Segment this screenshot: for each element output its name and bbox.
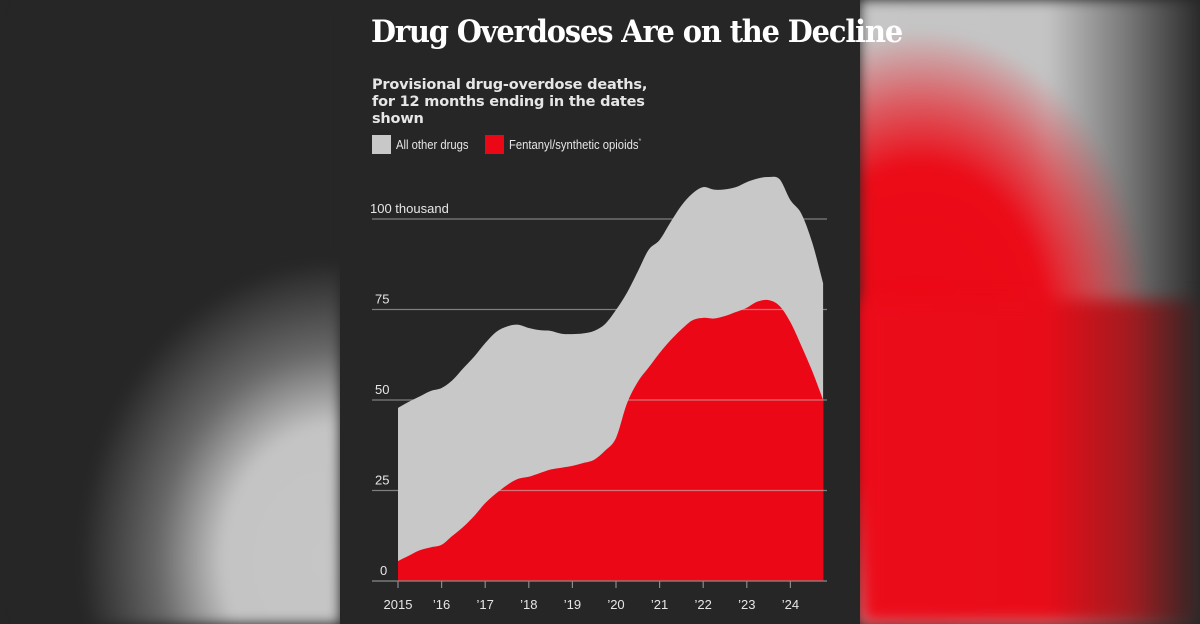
x-tick-label-2024: ’24: [782, 597, 799, 612]
area-chart: 2015 ’16 ’17 ’18 ’19 ’20 ’21 ’22 ’23 ’24 0 25 50 75 1…: [370, 176, 827, 612]
blurred-background-left: [0, 0, 340, 624]
x-axis: 2015 ’16 ’17 ’18 ’19 ’20 ’21 ’22 ’23 ’24: [384, 581, 799, 612]
blurred-background-right-lower: [860, 300, 1200, 624]
legend-label-other-drugs: All other drugs: [396, 137, 469, 152]
y-tick-label-100: 100 thousand: [370, 201, 449, 216]
x-tick-label-2019: ’19: [564, 597, 581, 612]
legend-swatch-fentanyl: [484, 135, 504, 154]
x-tick-label-2021: ’21: [651, 597, 668, 612]
x-tick-label-2020: ’20: [607, 597, 624, 612]
chart-panel: Drug Overdoses Are on the Decline Provis…: [340, 0, 903, 624]
legend-item-other-drugs: All other drugs: [372, 135, 477, 154]
legend: All other drugs Fentanyl/synthetic opioi…: [372, 135, 664, 154]
legend-swatch-other-drugs: [372, 135, 391, 154]
footnote-mark: *: [638, 136, 641, 146]
area-fentanyl-synthetic-opioids: [398, 299, 824, 581]
y-tick-label-0: 0: [380, 563, 387, 578]
legend-label-fentanyl: Fentanyl/synthetic opioids*: [509, 137, 641, 152]
legend-item-fentanyl: Fentanyl/synthetic opioids*: [484, 135, 656, 154]
chart-gridlines: [372, 218, 827, 582]
x-tick-label-2022: ’22: [695, 597, 712, 612]
y-tick-label-25: 25: [375, 473, 389, 488]
x-tick-label-2018: ’18: [520, 597, 537, 612]
y-tick-label-75: 75: [375, 292, 389, 307]
chart-subtitle: Provisional drug-overdose deaths, for 12…: [372, 77, 648, 127]
y-axis-labels: 0 25 50 75 100 thousand: [370, 201, 449, 578]
chart-areas: [398, 176, 824, 581]
chart-title: Drug Overdoses Are on the Decline: [371, 14, 903, 50]
x-tick-label-2016: ’16: [433, 597, 450, 612]
legend-label-fentanyl-text: Fentanyl/synthetic opioids: [508, 138, 639, 153]
x-tick-label-2017: ’17: [477, 597, 494, 612]
x-tick-label-2015: 2015: [384, 597, 413, 612]
y-tick-label-50: 50: [375, 382, 389, 397]
x-tick-label-2023: ’23: [738, 597, 755, 612]
